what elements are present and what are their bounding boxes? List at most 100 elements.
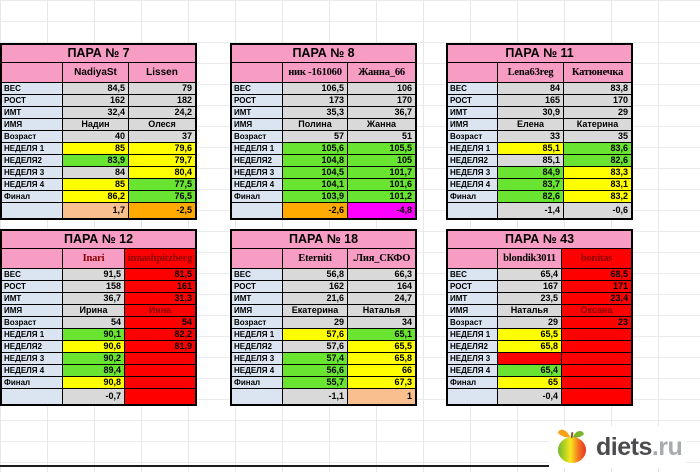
value-cell: 80,4 [129,167,195,179]
value-cell: 65,4 [498,269,562,281]
value-cell: 54 [125,317,195,329]
row-label: НЕДЕЛЯ 3 [2,353,63,365]
value-cell: 83,3 [564,167,631,179]
value-cell: 164 [348,281,415,293]
final-row-label [448,389,498,404]
row-label: ВЕС [2,83,63,95]
value-cell: 173 [283,95,348,107]
value-cell: 23,4 [562,293,631,305]
participant-nick: .Лия_СКФО [348,249,415,269]
value-cell: 83,9 [63,155,129,167]
table-title: ПАРА № 43 [448,231,631,249]
row-label: Финал [448,191,498,203]
value-cell: 105 [348,155,415,167]
name-cell: Наталья [498,305,562,317]
row-label: НЕДЕЛЯ 3 [448,353,498,365]
table-title: ПАРА № 12 [2,231,195,249]
name-cell: Полина [283,119,348,131]
table-title: ПАРА № 7 [2,45,195,63]
final-diff-cell [125,389,195,404]
final-diff-cell: -2,5 [129,203,195,218]
row-label: НЕДЕЛЯ 3 [2,167,63,179]
value-cell: 54 [63,317,125,329]
value-cell: 83,7 [498,179,564,191]
row-label: ИМТ [2,293,63,305]
value-cell: 32,4 [63,107,129,119]
participant-nick: Lissen [129,63,195,83]
value-cell: 65,8 [348,353,415,365]
participant-nick: Inari [63,249,125,269]
row-label: НЕДЕЛЯ 4 [232,365,283,377]
value-cell: 171 [562,281,631,293]
value-cell: 104,8 [283,155,348,167]
row-label: ИМТ [448,293,498,305]
value-cell: 90,1 [63,329,125,341]
final-row-label [448,203,498,218]
final-row-label [232,389,283,404]
row-label: НЕДЕЛЯ2 [2,155,63,167]
row-label: ВЕС [448,83,498,95]
row-label: НЕДЕЛЯ 3 [232,353,283,365]
value-cell: 34 [348,317,415,329]
final-diff-cell: -0,7 [63,389,125,404]
value-cell: 82,6 [564,155,631,167]
name-cell: Оксана [562,305,631,317]
value-cell: 36,7 [348,107,415,119]
row-label: НЕДЕЛЯ2 [448,155,498,167]
row-label: РОСТ [232,95,283,107]
value-cell: 85,1 [498,155,564,167]
row-label: ИМЯ [2,119,63,131]
value-cell: 86,2 [63,191,129,203]
row-label: НЕДЕЛЯ 1 [232,329,283,341]
table-title: ПАРА № 18 [232,231,415,249]
value-cell [498,353,562,365]
pair-table: ПАРА № 8 ник -161060 Жанна_66 ВЕС 106,5 106 РО… [230,43,417,220]
participant-nick: blondik3011 [498,249,562,269]
value-cell: 56,6 [283,365,348,377]
value-cell: 161 [125,281,195,293]
subheader-spacer-cell [2,249,63,269]
row-label: ИМЯ [448,305,498,317]
participant-nick: bonitas [562,249,631,269]
name-cell: Олеся [129,119,195,131]
row-label: НЕДЕЛЯ 4 [232,179,283,191]
row-label: Финал [448,377,498,389]
row-label: НЕДЕЛЯ 1 [2,329,63,341]
row-label: НЕДЕЛЯ 4 [2,179,63,191]
value-cell [125,377,195,389]
value-cell: 79,7 [129,155,195,167]
value-cell: 55,7 [283,377,348,389]
value-cell [562,377,631,389]
subheader-spacer-cell [2,63,63,83]
value-cell: 36,7 [63,293,125,305]
value-cell: 79,6 [129,143,195,155]
value-cell: 57 [283,131,348,143]
value-cell: 68,5 [562,269,631,281]
row-label: РОСТ [232,281,283,293]
window-edge-line [0,465,634,467]
row-label: Финал [232,191,283,203]
name-cell: Катерина [564,119,631,131]
name-cell: Ирина [63,305,125,317]
name-cell: Екатерина [283,305,348,317]
value-cell: 90,6 [63,341,125,353]
value-cell: 82,2 [125,329,195,341]
participant-nick: innashpitzberg [125,249,195,269]
row-label: НЕДЕЛЯ2 [2,341,63,353]
value-cell: 77,5 [129,179,195,191]
participant-nick: NadiyaSt [63,63,129,83]
name-cell: Жанна [348,119,415,131]
value-cell: 56,8 [283,269,348,281]
value-cell: 33 [498,131,564,143]
subheader-spacer-cell [232,63,283,83]
value-cell: 89,4 [63,365,125,377]
value-cell: 65,5 [348,341,415,353]
value-cell: 21,6 [283,293,348,305]
logo-brand-text: diets [596,432,652,461]
row-label: НЕДЕЛЯ2 [232,341,283,353]
value-cell: 81,5 [125,269,195,281]
subheader-spacer-cell [448,249,498,269]
value-cell: 57,6 [283,329,348,341]
pair-table: ПАРА № 11 Lena63reg Катюнечка ВЕС 84 83,8 РОСТ… [446,43,633,220]
